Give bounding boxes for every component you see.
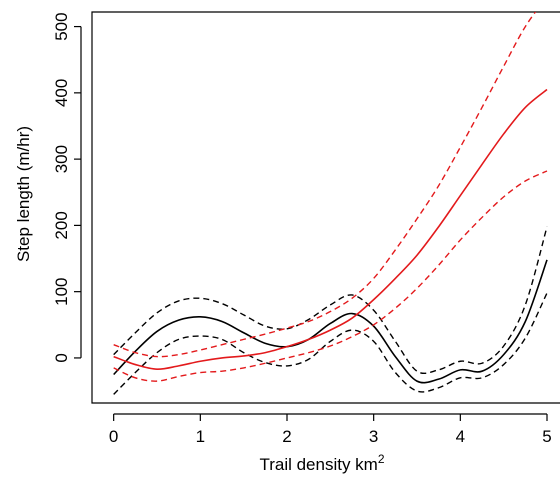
x-tick-label: 5 (542, 427, 551, 446)
x-tick-label: 2 (282, 427, 291, 446)
series-layer (113, 12, 548, 395)
x-tick-label: 4 (456, 427, 465, 446)
series-red-ci-line-4 (113, 170, 548, 382)
x-tick-label: 0 (109, 427, 118, 446)
y-tick-label: 200 (52, 211, 71, 239)
y-tick-label: 0 (52, 353, 71, 362)
axes: 0 1 2 3 4 5 0 100 200 300 400 500 (52, 11, 560, 446)
series-black-ci-line-2 (113, 226, 548, 374)
plot-frame (91, 11, 560, 404)
y-tick-label: 400 (52, 79, 71, 107)
x-axis-title-text: Trail density km (259, 455, 377, 474)
x-tick-label: 1 (196, 427, 205, 446)
x-axis-title-superscript: 2 (378, 452, 385, 466)
series-black-ci-line-1 (113, 292, 548, 395)
series-red-fit-line-3 (113, 88, 548, 371)
y-axis-title: Step length (m/hr) (14, 126, 33, 262)
series-black-fit-line-0 (113, 259, 548, 384)
y-tick-label: 300 (52, 145, 71, 173)
series-red-ci-line-5 (113, 12, 537, 358)
x-axis-title: Trail density km2 (259, 452, 384, 474)
y-tick-label: 500 (52, 12, 71, 40)
x-tick-label: 3 (369, 427, 378, 446)
y-tick-label: 100 (52, 277, 71, 305)
